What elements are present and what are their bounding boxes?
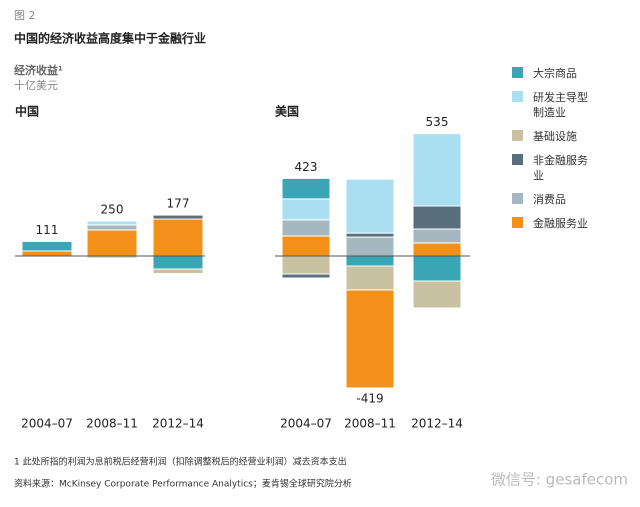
x-tick-label: 2008–11 xyxy=(344,417,396,431)
bar-segment xyxy=(345,265,395,291)
legend-label: 基础设施 xyxy=(533,130,577,143)
bar-segment xyxy=(281,273,331,279)
legend-label: 非金融服务业 xyxy=(533,154,588,182)
bar-segment xyxy=(412,242,462,257)
legend-label: 大宗商品 xyxy=(533,67,577,80)
bar-segment xyxy=(412,133,462,207)
footnote: 1 此处所指的利润为息前税后经营利润（扣除调整税后的经营业利润）减去资本支出 xyxy=(14,456,347,468)
figure-label: 图 2 xyxy=(14,9,36,22)
total-label: 423 xyxy=(295,160,318,174)
legend-item: 消费品 xyxy=(512,192,622,207)
bar-segment xyxy=(21,240,73,252)
source: 资料来源：McKinsey Corporate Performance Anal… xyxy=(14,478,352,490)
legend-label: 研发主导型制造业 xyxy=(533,91,588,119)
bar-segment xyxy=(152,268,204,275)
legend: 大宗商品研发主导型制造业基础设施非金融服务业消费品金融服务业 xyxy=(512,66,622,240)
legend-swatch xyxy=(512,130,523,141)
bar-segment xyxy=(281,235,331,257)
x-tick-label: 2012–14 xyxy=(152,417,204,431)
legend-item: 基础设施 xyxy=(512,129,622,144)
x-tick-label: 2004–07 xyxy=(21,417,73,431)
bar-segment xyxy=(152,255,204,270)
legend-item: 研发主导型制造业 xyxy=(512,90,622,120)
bar-segment xyxy=(345,255,395,267)
legend-swatch xyxy=(512,193,523,204)
bar-segment xyxy=(281,219,331,237)
bar-segment xyxy=(86,220,138,226)
bar-segment xyxy=(152,218,204,257)
x-tick-label: 2012–14 xyxy=(411,417,463,431)
legend-label: 金融服务业 xyxy=(533,217,588,230)
panel-title: 美国 xyxy=(275,104,299,119)
bar-segment xyxy=(152,214,204,220)
total-label: 250 xyxy=(101,203,124,217)
legend-swatch xyxy=(512,91,523,102)
legend-item: 大宗商品 xyxy=(512,66,622,81)
bar-segment xyxy=(281,255,331,275)
legend-swatch xyxy=(512,67,523,78)
legend-item: 非金融服务业 xyxy=(512,153,622,183)
watermark: 微信号: gesafecom xyxy=(491,471,628,489)
chart-title: 中国的经济收益高度集中于金融行业 xyxy=(14,31,206,46)
bar-segment xyxy=(412,205,462,230)
legend-item: 金融服务业 xyxy=(512,216,622,231)
bar-segment xyxy=(86,229,138,257)
total-label: 177 xyxy=(167,197,190,211)
bar-segment xyxy=(412,228,462,244)
bar-segment xyxy=(281,198,331,221)
total-label: 535 xyxy=(426,115,449,129)
x-tick-label: 2008–11 xyxy=(86,417,138,431)
bar-segment xyxy=(86,224,138,231)
bar-segment xyxy=(412,255,462,282)
bar-segment xyxy=(345,178,395,234)
panel-title: 中国 xyxy=(15,104,39,119)
total-label: -419 xyxy=(356,391,383,405)
bar-segment xyxy=(281,177,331,200)
unit: 十亿美元 xyxy=(14,78,58,92)
bar-segment xyxy=(345,232,395,238)
legend-swatch xyxy=(512,154,523,165)
total-label: 111 xyxy=(36,223,59,237)
bar-segment xyxy=(21,250,73,257)
bar-segment xyxy=(345,289,395,389)
bar-segment xyxy=(412,280,462,309)
bar-segment xyxy=(345,236,395,257)
legend-label: 消费品 xyxy=(533,193,566,206)
legend-swatch xyxy=(512,217,523,228)
x-tick-label: 2004–07 xyxy=(280,417,332,431)
y-label: 经济收益¹ xyxy=(14,63,63,77)
